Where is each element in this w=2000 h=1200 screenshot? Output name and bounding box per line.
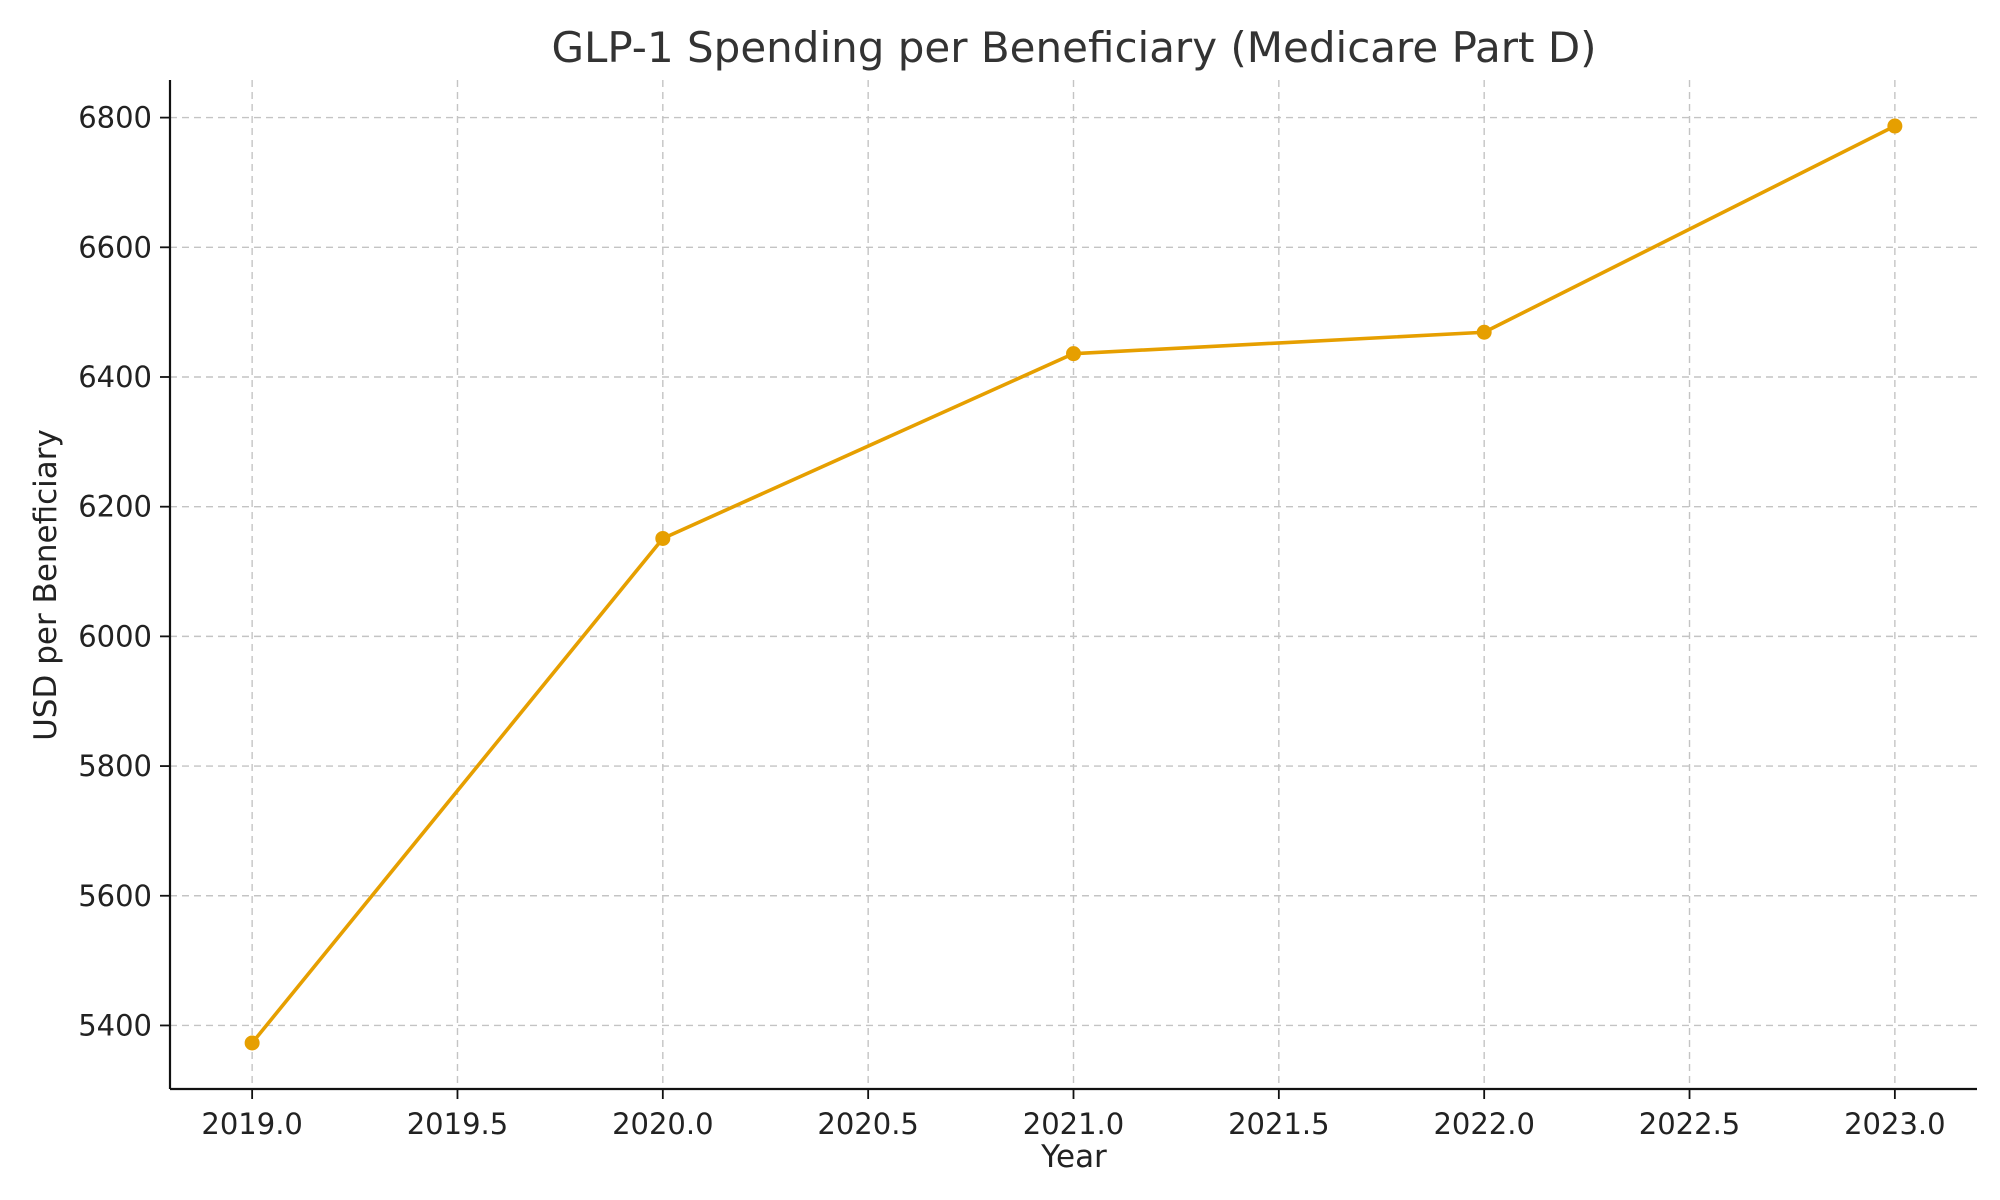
y-tick-label: 6800 bbox=[78, 101, 152, 135]
data-point bbox=[1887, 118, 1903, 134]
x-tick-label: 2023.0 bbox=[1844, 1107, 1945, 1141]
x-tick-label: 2022.5 bbox=[1639, 1107, 1740, 1141]
x-tick-label: 2019.5 bbox=[407, 1107, 508, 1141]
data-point bbox=[1066, 346, 1081, 362]
data-point bbox=[655, 530, 671, 546]
x-tick-label: 2019.0 bbox=[201, 1107, 302, 1141]
y-tick-label: 5400 bbox=[78, 1008, 152, 1042]
y-tick-label: 5600 bbox=[78, 879, 152, 913]
y-tick-label: 6200 bbox=[78, 490, 152, 524]
y-tick-label: 5800 bbox=[78, 749, 152, 783]
x-tick-label: 2020.0 bbox=[612, 1107, 713, 1141]
y-tick-label: 6400 bbox=[78, 360, 152, 394]
x-tick-label: 2021.5 bbox=[1228, 1107, 1329, 1141]
x-axis-label: Year bbox=[1040, 1139, 1107, 1175]
ticks: 2019.0 2019.5 2020.0 2020.5 2021.0 2021.5 2022… bbox=[78, 101, 1945, 1141]
x-tick-label: 2020.5 bbox=[817, 1107, 918, 1141]
chart-title: GLP-1 Spending per Beneficiary (Medicare… bbox=[551, 23, 1596, 72]
x-tick-label: 2021.0 bbox=[1023, 1107, 1124, 1141]
data-point bbox=[1476, 324, 1492, 340]
data-point bbox=[244, 1035, 260, 1051]
y-axis-label: USD per Beneficiary bbox=[28, 429, 64, 741]
grid bbox=[170, 80, 1977, 1089]
x-tick-label: 2022.0 bbox=[1433, 1107, 1534, 1141]
y-tick-label: 6000 bbox=[78, 619, 152, 653]
series-layer bbox=[244, 118, 1903, 1051]
y-tick-label: 6600 bbox=[78, 230, 152, 264]
